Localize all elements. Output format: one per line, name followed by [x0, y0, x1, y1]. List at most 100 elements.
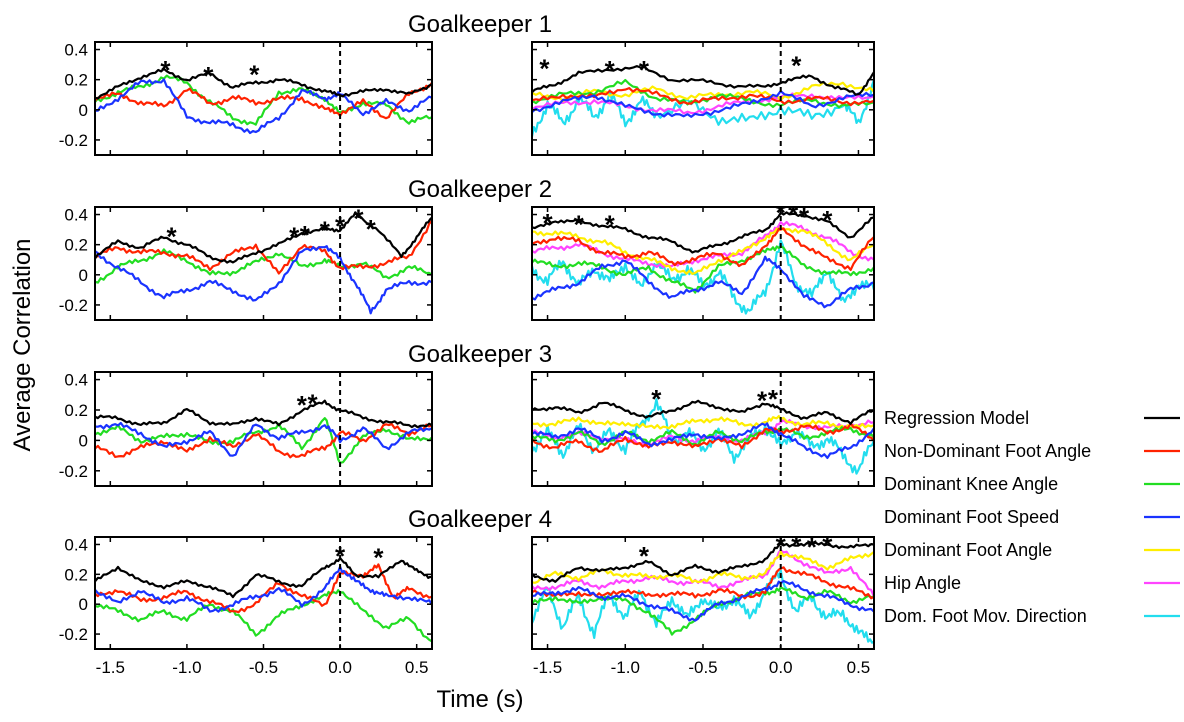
- significance-marker: *: [289, 222, 300, 252]
- panel-gk1-left: * * * 0.4 0.2 0 -0.2: [59, 41, 433, 156]
- y-tick-label: 0.2: [64, 565, 88, 584]
- panel-gk3-right: * * *: [531, 371, 875, 487]
- series-line-non-dominant-foot-angle: [95, 219, 432, 275]
- significance-marker: *: [788, 199, 799, 229]
- significance-marker: *: [539, 54, 550, 84]
- series-line-dominant-knee-angle: [95, 248, 432, 284]
- significance-marker: *: [651, 384, 662, 414]
- significance-marker: *: [799, 202, 810, 232]
- series-line-non-dominant-foot-angle: [95, 563, 432, 614]
- row-title-goalkeeper-3: Goalkeeper 3: [408, 341, 552, 368]
- series-line-dominant-foot-speed: [532, 422, 874, 459]
- legend-label-dominant-knee-angle: Dominant Knee Angle: [884, 474, 1058, 494]
- significance-marker: *: [542, 208, 553, 238]
- series-line-dominant-foot-speed: [532, 579, 874, 622]
- series-line-dominant-foot-angle: [532, 550, 874, 584]
- legend: Regression Model Non-Dominant Foot Angle D…: [884, 408, 1180, 626]
- series-line-regression-model: [532, 65, 874, 96]
- y-tick-label: 0.2: [64, 71, 88, 90]
- row-title-goalkeeper-4: Goalkeeper 4: [408, 506, 552, 533]
- series-line-dom-foot-mov-direction: [532, 569, 874, 644]
- plot-area: * * * * *: [532, 530, 874, 644]
- significance-marker: *: [353, 204, 364, 234]
- y-tick-label: -0.2: [59, 296, 88, 315]
- x-tick-label: -1.0: [172, 658, 201, 677]
- y-tick-label: 0: [79, 431, 88, 450]
- significance-marker: *: [757, 385, 768, 415]
- legend-label-dom-foot-mov-direction: Dom. Foot Mov. Direction: [884, 606, 1087, 626]
- y-tick-label: -0.2: [59, 462, 88, 481]
- series-line-regression-model: [95, 557, 432, 599]
- significance-marker: *: [807, 532, 818, 562]
- series-line-non-dominant-foot-angle: [532, 422, 874, 453]
- y-tick-label: 0.4: [64, 535, 88, 554]
- series-line-dominant-foot-angle: [532, 225, 874, 275]
- panel-gk4-left: ** -1.5 -1.0 -0.5 0.0 0.5 0.4 0.2 0 -0.2: [59, 535, 433, 677]
- y-axis-label: Average Correlation: [9, 238, 36, 451]
- panel-gk4-right: * * * * * -1.5 -1.0 -0.5 0.0 0.5: [531, 530, 875, 677]
- significance-marker: *: [320, 216, 331, 246]
- legend-label-non-dominant-foot-angle: Non-Dominant Foot Angle: [884, 441, 1091, 461]
- significance-marker: *: [203, 61, 214, 91]
- plot-area: **: [95, 388, 432, 464]
- x-tick-label: -0.5: [249, 658, 278, 677]
- series-line-regression-model: [532, 211, 874, 254]
- series-line-dominant-foot-speed: [95, 565, 432, 613]
- significance-marker: *: [249, 60, 260, 90]
- x-tick-label: 0.0: [769, 658, 793, 677]
- row-title-goalkeeper-1: Goalkeeper 1: [408, 11, 552, 38]
- panel-gk2-right: * * * * * * *: [531, 199, 875, 321]
- series-line-dominant-foot-speed: [95, 78, 432, 135]
- x-tick-label: -1.5: [96, 658, 125, 677]
- significance-marker: *: [167, 222, 178, 252]
- x-tick-label: 0.5: [405, 658, 429, 677]
- series-line-non-dominant-foot-angle: [532, 227, 874, 271]
- series-line-regression-model: [95, 399, 432, 429]
- plot-area: * * *: [95, 55, 432, 135]
- significance-marker: *: [822, 205, 833, 235]
- legend-label-regression-model: Regression Model: [884, 408, 1029, 428]
- series-line-regression-model: [532, 541, 874, 583]
- series-line-regression-model: [95, 67, 432, 100]
- y-tick-label: 0.4: [64, 371, 88, 390]
- panel-frame: [94, 41, 433, 156]
- plot-area: * * *: [532, 384, 874, 475]
- y-tick-label: 0: [79, 266, 88, 285]
- significance-marker: *: [373, 542, 384, 572]
- legend-label-dominant-foot-speed: Dominant Foot Speed: [884, 507, 1059, 527]
- series-line-dominant-foot-angle: [532, 81, 874, 103]
- significance-marker: *: [822, 530, 833, 560]
- y-tick-label: -0.2: [59, 625, 88, 644]
- series-line-non-dominant-foot-angle: [532, 566, 874, 600]
- y-tick-label: 0.2: [64, 401, 88, 420]
- significance-marker: *: [160, 55, 171, 85]
- series-line-dom-foot-mov-direction: [532, 239, 874, 315]
- series-line-non-dominant-foot-angle: [95, 423, 432, 459]
- series-line-dominant-knee-angle: [95, 589, 432, 643]
- series-line-regression-model: [95, 211, 432, 264]
- x-tick-label: -1.0: [611, 658, 640, 677]
- significance-marker: *: [768, 384, 779, 414]
- series-line-dominant-knee-angle: [532, 245, 874, 294]
- significance-marker: *: [791, 51, 802, 81]
- legend-label-hip-angle: Hip Angle: [884, 573, 961, 593]
- plot-area: * * * *: [532, 51, 874, 137]
- x-tick-label: 0.0: [328, 658, 352, 677]
- series-line-dom-foot-mov-direction: [532, 398, 874, 475]
- y-tick-label: 0.2: [64, 236, 88, 255]
- x-tick-label: -0.5: [688, 658, 717, 677]
- series-line-dominant-foot-speed: [532, 90, 874, 118]
- y-tick-label: 0: [79, 595, 88, 614]
- series-line-non-dominant-foot-angle: [95, 82, 432, 120]
- panel-gk2-left: ******* 0.4 0.2 0 -0.2: [59, 204, 433, 321]
- x-tick-label: 0.5: [847, 658, 871, 677]
- series-line-hip-angle: [532, 549, 874, 598]
- plot-area: **: [95, 541, 432, 643]
- panel-gk3-left: * * 0.4 0.2 0 -0.2: [59, 371, 433, 487]
- x-tick-label: -1.5: [533, 658, 562, 677]
- series-line-dom-foot-mov-direction: [532, 79, 874, 137]
- significance-marker: *: [639, 55, 650, 85]
- significance-marker: *: [574, 210, 585, 240]
- y-tick-label: 0: [79, 101, 88, 120]
